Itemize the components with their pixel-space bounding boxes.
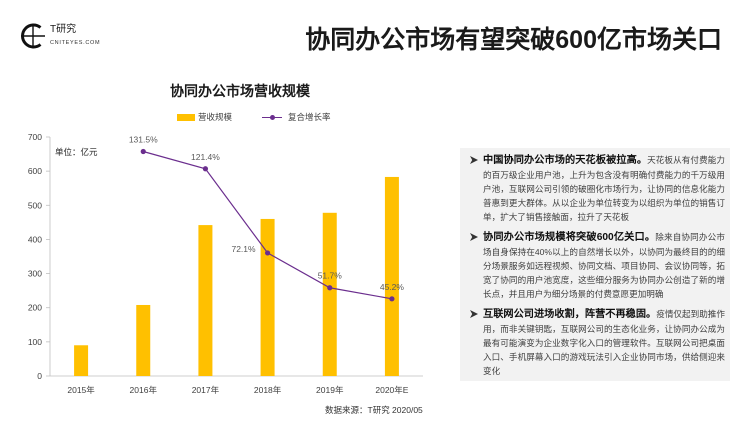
growth-rate-point xyxy=(264,250,271,256)
x-tick-label: 2020年E xyxy=(375,385,408,395)
growth-rate-label: 72.1% xyxy=(231,244,256,254)
y-tick-label: 200 xyxy=(28,303,42,313)
legend-bar-swatch xyxy=(177,114,195,121)
revenue-bar xyxy=(136,304,151,376)
growth-rate-label: 131.5% xyxy=(129,135,158,145)
insight-body: 天花板从有付费能力的百万级企业用户池，上升为包含没有明确付费能力的千万级用户池，… xyxy=(483,155,725,222)
y-tick-label: 600 xyxy=(28,166,42,176)
t-research-logo-icon xyxy=(21,23,45,49)
revenue-bar xyxy=(260,218,275,376)
insight-heading: 互联网公司进场收割，阵营不再稳固。 xyxy=(483,309,657,320)
growth-rate-label: 121.4% xyxy=(191,152,220,162)
insight-item: 中国协同办公市场的天花板被拉高。天花板从有付费能力的百万级企业用户池，上升为包含… xyxy=(460,153,725,224)
arrow-bullet-icon xyxy=(470,233,478,241)
insight-heading: 协同办公市场规模将突破600亿关口。 xyxy=(483,232,656,243)
insight-item: 互联网公司进场收割，阵营不再稳固。疫情仅起到助推作用，而非关键钥匙，互联网公司的… xyxy=(460,307,725,378)
logo-text: T研究 xyxy=(50,24,77,35)
logo-subtext: CNITEYES.COM xyxy=(50,40,101,46)
insight-heading: 中国协同办公市场的天花板被拉高。 xyxy=(483,155,648,166)
chart-title: 协同办公市场营收规模 xyxy=(170,83,310,99)
legend-line-label: 复合增长率 xyxy=(288,112,331,122)
insight-item: 协同办公市场规模将突破600亿关口。除来自协同办公市场自身保持在40%以上的自然… xyxy=(460,230,725,301)
y-tick-label: 300 xyxy=(28,269,42,279)
legend-bar-label: 营收规模 xyxy=(198,112,233,122)
arrow-bullet-icon xyxy=(470,156,478,164)
revenue-bar xyxy=(384,176,399,376)
x-tick-label: 2016年 xyxy=(130,385,158,395)
insights-list: 中国协同办公市场的天花板被拉高。天花板从有付费能力的百万级企业用户池，上升为包含… xyxy=(460,153,730,378)
legend-line-marker xyxy=(269,114,275,120)
growth-rate-point xyxy=(140,148,146,155)
insight-body: 除来自协同办公市场自身保持在40%以上的自然增长以外，以协同为最终目的的细分场景… xyxy=(483,232,725,299)
growth-rate-point xyxy=(389,296,395,302)
revenue-bar xyxy=(198,225,213,376)
revenue-bar xyxy=(74,345,89,376)
growth-rate-label: 51.7% xyxy=(318,271,343,281)
chart-unit-label: 单位：亿元 xyxy=(55,147,98,157)
x-tick-label: 2019年 xyxy=(316,385,344,395)
revenue-chart: 0 100 200 300 400 500 600 700 2015年 2016年 2017年 201… xyxy=(28,132,423,395)
data-source-note: 数据来源：T研究 2020/05 xyxy=(325,405,423,415)
y-tick-label: 400 xyxy=(28,234,42,244)
growth-rate-point xyxy=(327,285,333,291)
growth-rate-label: 45.2% xyxy=(380,282,405,292)
x-tick-label: 2017年 xyxy=(192,385,220,395)
insight-body: 疫情仅起到助推作用，而非关键钥匙，互联网公司的生态化业务，让协同办公成为最有可能… xyxy=(483,309,725,376)
insights-panel: 中国协同办公市场的天花板被拉高。天花板从有付费能力的百万级企业用户池，上升为包含… xyxy=(460,148,730,381)
x-tick-label: 2015年 xyxy=(67,385,95,395)
arrow-bullet-icon xyxy=(470,310,478,318)
revenue-bar xyxy=(322,212,337,376)
x-tick-label: 2018年 xyxy=(254,385,282,395)
growth-rate-point xyxy=(202,166,209,172)
y-tick-label: 100 xyxy=(28,337,42,347)
y-tick-label: 500 xyxy=(28,200,42,210)
page-title: 协同办公市场有望突破600亿市场关口 xyxy=(305,26,722,54)
y-tick-label: 700 xyxy=(28,132,42,142)
y-tick-label: 0 xyxy=(37,371,42,381)
